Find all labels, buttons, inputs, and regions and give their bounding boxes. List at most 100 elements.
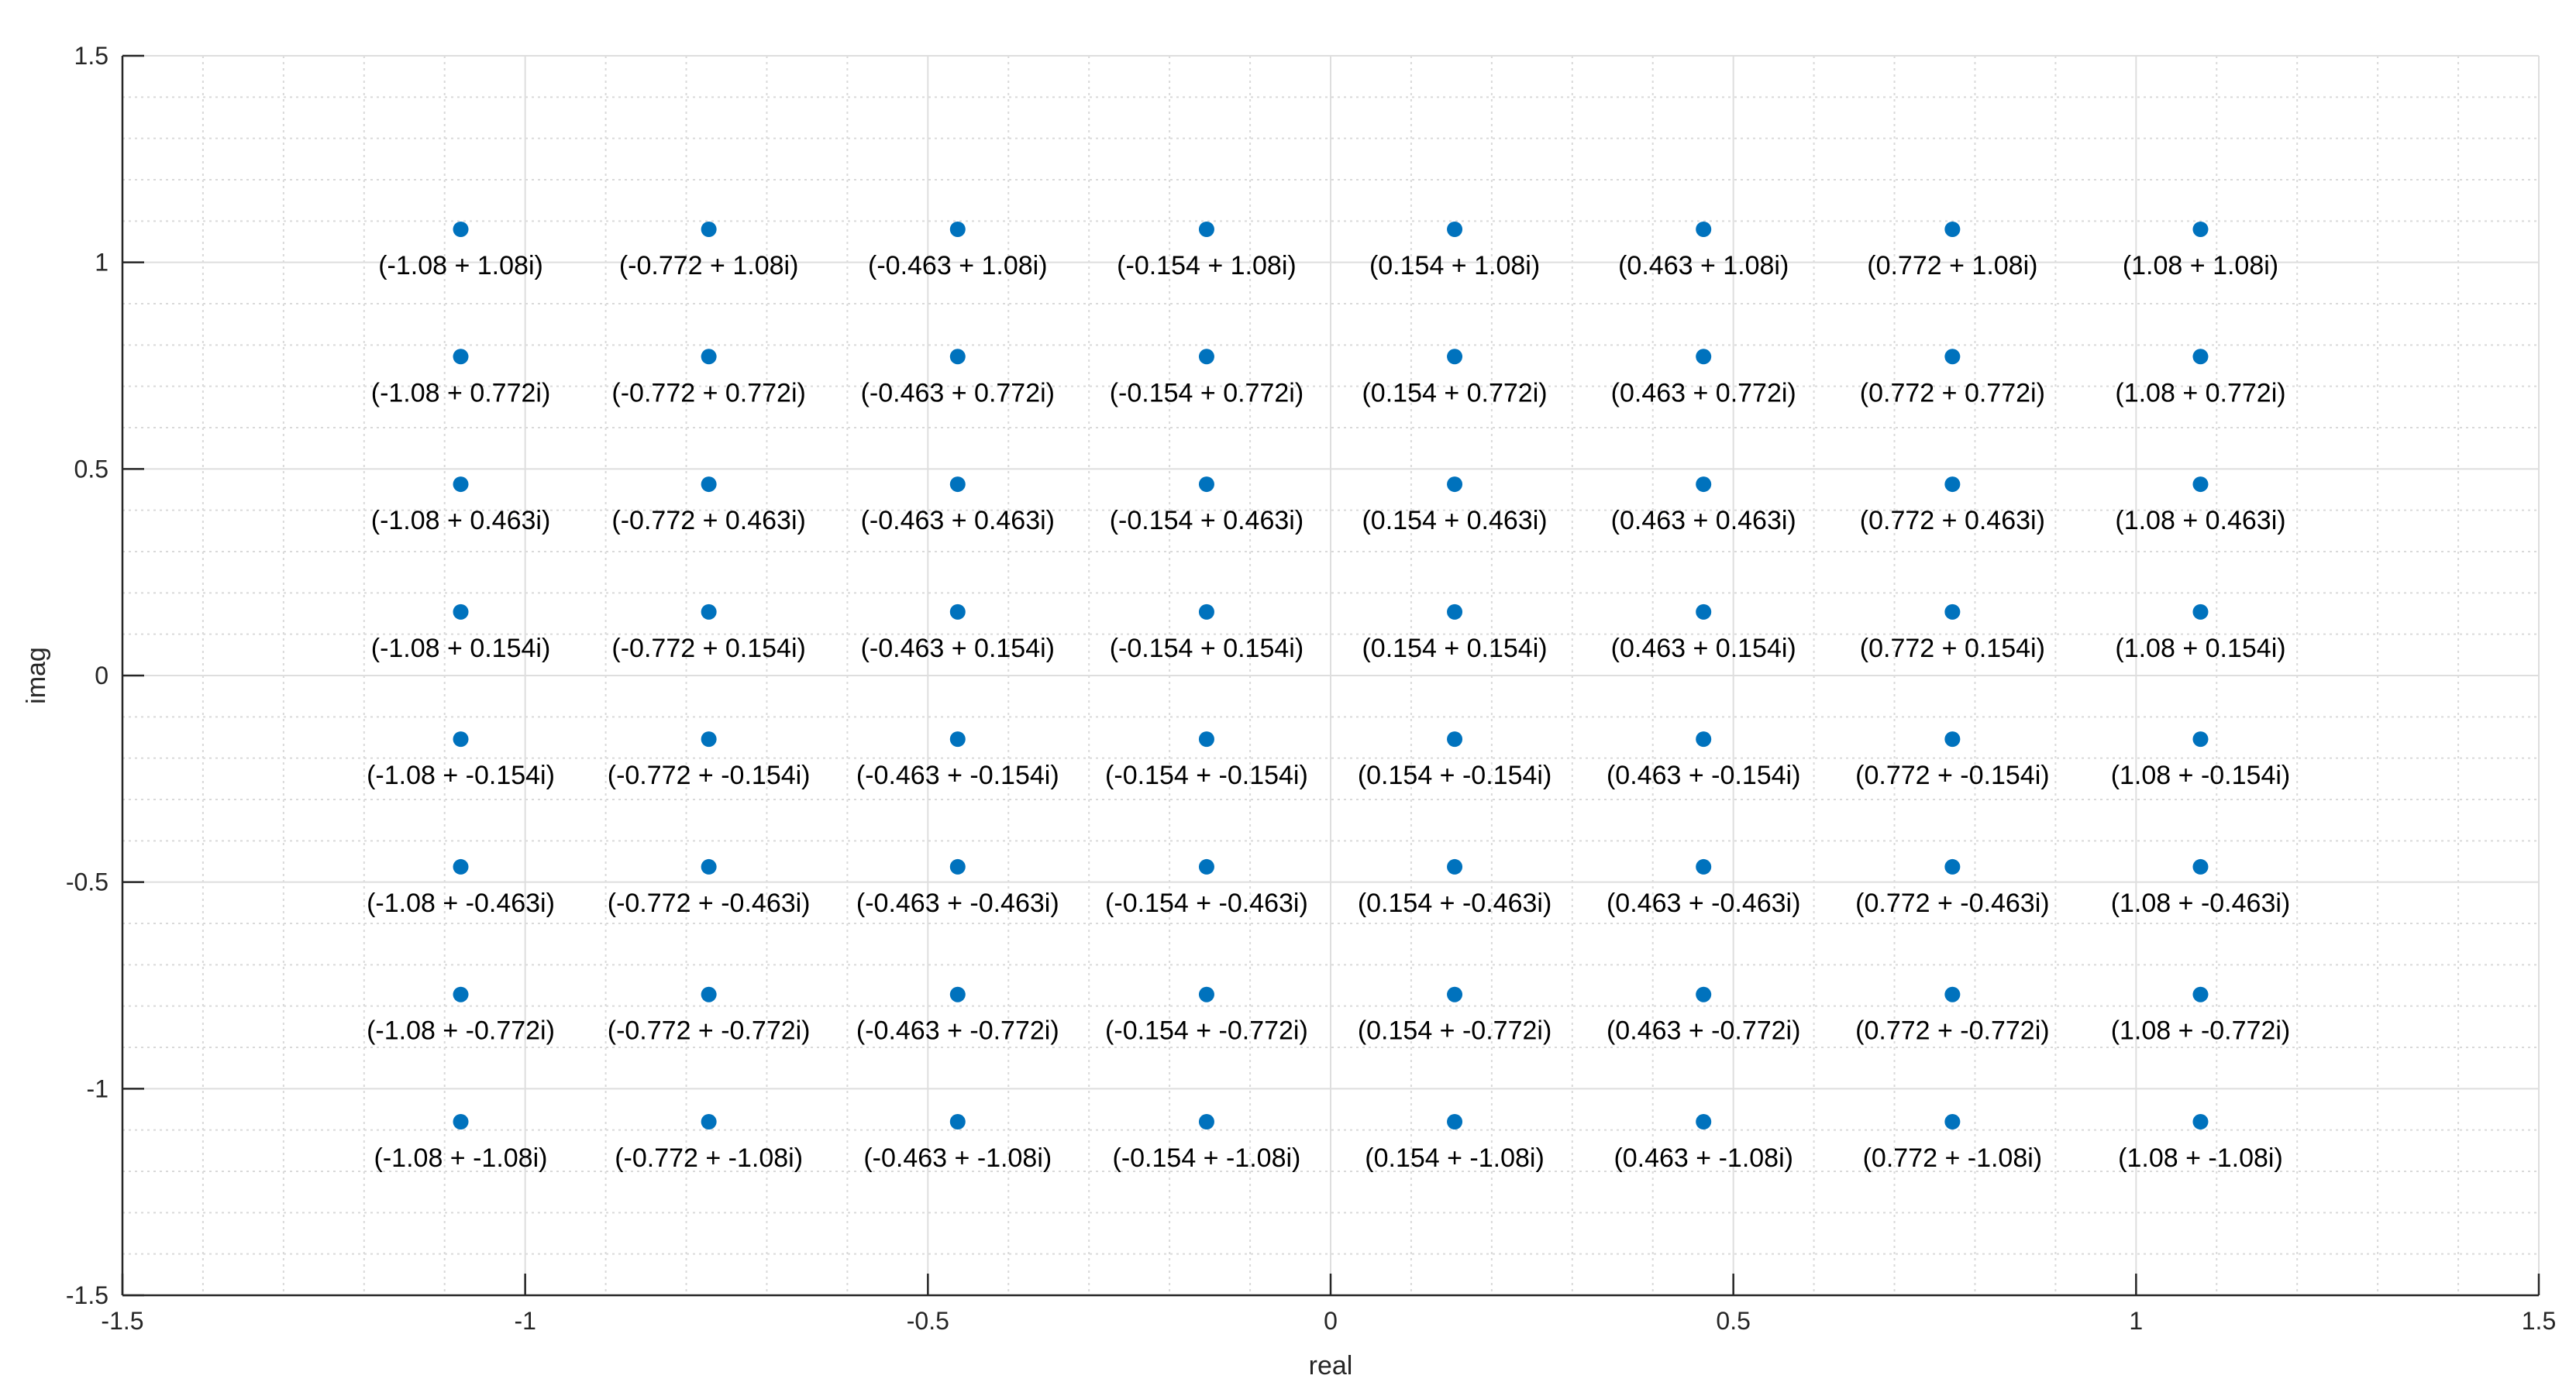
data-point-label: (1.08 + 0.154i): [2115, 634, 2285, 663]
data-point-label: (-1.08 + 0.154i): [371, 634, 551, 663]
y-axis-label: imag: [22, 647, 51, 704]
data-point-label: (-0.463 + 0.154i): [861, 634, 1055, 663]
data-point-label: (-0.154 + 1.08i): [1117, 251, 1297, 280]
data-point: [701, 986, 717, 1002]
data-point: [1944, 731, 1961, 748]
data-point: [2192, 476, 2209, 493]
data-point-label: (0.772 + -0.154i): [1855, 761, 2049, 790]
data-point: [1944, 476, 1961, 493]
data-point-label: (-1.08 + -0.772i): [367, 1016, 555, 1046]
data-point: [701, 349, 717, 365]
data-points: [453, 222, 2209, 1130]
data-point-label: (0.154 + 1.08i): [1369, 251, 1540, 280]
data-point-label: (-0.154 + 0.772i): [1110, 378, 1303, 407]
data-point-label: (0.154 + -0.772i): [1358, 1016, 1551, 1046]
y-tick-label: -0.5: [66, 868, 108, 896]
data-point-label: (0.772 + 0.154i): [1860, 634, 2045, 663]
data-point: [1198, 1114, 1214, 1130]
data-point-label: (-0.154 + -0.772i): [1105, 1016, 1308, 1046]
x-tick-label: 1: [2129, 1307, 2143, 1335]
y-tick-label: -1: [87, 1075, 108, 1102]
data-point-label: (0.463 + 0.463i): [1611, 506, 1796, 535]
data-point: [1198, 731, 1214, 748]
data-point: [1696, 603, 1712, 620]
data-point-label: (-0.463 + -0.154i): [856, 761, 1059, 790]
data-point: [1447, 476, 1463, 493]
data-point-label: (-0.772 + 0.772i): [611, 378, 805, 407]
data-point-label: (0.463 + -1.08i): [1613, 1143, 1793, 1173]
x-axis-ticks: -1.5 -1 -0.5 0 0.5 1 1.5: [101, 1274, 2556, 1335]
data-point-label: (0.463 + -0.154i): [1607, 761, 1800, 790]
data-point-label: (0.463 + 1.08i): [1618, 251, 1789, 280]
y-tick-label: -1.5: [66, 1281, 108, 1309]
data-point-label: (0.772 + 0.772i): [1860, 378, 2045, 407]
data-point-label: (-0.154 + 0.154i): [1110, 634, 1303, 663]
data-point: [1198, 986, 1214, 1002]
data-point-label: (1.08 + 0.463i): [2115, 506, 2285, 535]
y-tick-label: 0: [95, 662, 108, 689]
data-point-label: (1.08 + -0.154i): [2111, 761, 2291, 790]
data-point-label: (-1.08 + 0.772i): [371, 378, 551, 407]
data-point: [1696, 222, 1712, 237]
data-point-label: (-0.772 + 0.154i): [611, 634, 805, 663]
data-point: [1198, 603, 1214, 620]
x-tick-label: 0: [1324, 1307, 1338, 1335]
data-point-label: (0.772 + 1.08i): [1867, 251, 2037, 280]
data-point: [2192, 858, 2209, 875]
data-point: [1944, 222, 1961, 237]
x-tick-label: -1: [514, 1307, 536, 1335]
data-point: [453, 986, 469, 1002]
data-point: [701, 222, 717, 237]
data-point: [2192, 349, 2209, 365]
data-point-label: (-0.463 + -0.463i): [856, 889, 1059, 918]
data-point: [1447, 603, 1463, 620]
data-point: [1696, 349, 1712, 365]
data-point-label: (0.463 + -0.772i): [1607, 1016, 1800, 1046]
data-point: [949, 476, 966, 493]
data-point: [1944, 603, 1961, 620]
x-tick-label: -0.5: [907, 1307, 949, 1335]
data-point: [1447, 731, 1463, 748]
data-point: [2192, 222, 2209, 237]
data-point: [701, 731, 717, 748]
data-point-label: (0.772 + -1.08i): [1863, 1143, 2043, 1173]
data-point: [1696, 731, 1712, 748]
data-point: [453, 349, 469, 365]
data-point: [2192, 603, 2209, 620]
data-point: [701, 476, 717, 493]
data-point: [701, 1114, 717, 1130]
data-point-label: (-0.772 + -0.154i): [608, 761, 811, 790]
data-point: [1944, 1114, 1961, 1130]
data-point: [453, 858, 469, 875]
data-point-label: (-0.463 + -1.08i): [863, 1143, 1052, 1173]
data-point-label: (1.08 + -0.463i): [2111, 889, 2291, 918]
data-point-label: (-0.154 + -1.08i): [1113, 1143, 1301, 1173]
data-point: [701, 858, 717, 875]
data-point: [949, 349, 966, 365]
data-point-label: (-0.772 + -1.08i): [615, 1143, 803, 1173]
data-point-label: (1.08 + 1.08i): [2123, 251, 2278, 280]
data-point: [1198, 476, 1214, 493]
y-tick-label: 0.5: [74, 455, 108, 483]
data-point: [453, 731, 469, 748]
data-point: [1447, 858, 1463, 875]
data-point-label: (0.772 + -0.463i): [1855, 889, 2049, 918]
data-point: [1198, 858, 1214, 875]
data-point-labels: (-1.08 + 1.08i) (-0.772 + 1.08i) (-0.463 +…: [367, 251, 2290, 1173]
x-tick-label: 0.5: [1716, 1307, 1750, 1335]
data-point: [1447, 222, 1463, 237]
data-point: [453, 476, 469, 493]
data-point: [1447, 1114, 1463, 1130]
data-point-label: (-0.772 + -0.463i): [608, 889, 811, 918]
data-point-label: (-0.463 + 0.463i): [861, 506, 1055, 535]
data-point: [453, 1114, 469, 1130]
data-point: [1198, 222, 1214, 237]
data-point-label: (0.154 + -0.463i): [1358, 889, 1551, 918]
data-point: [2192, 1114, 2209, 1130]
data-point: [1944, 986, 1961, 1002]
data-point-label: (0.772 + 0.463i): [1860, 506, 2045, 535]
data-point: [949, 731, 966, 748]
data-point-label: (0.463 + 0.772i): [1611, 378, 1796, 407]
